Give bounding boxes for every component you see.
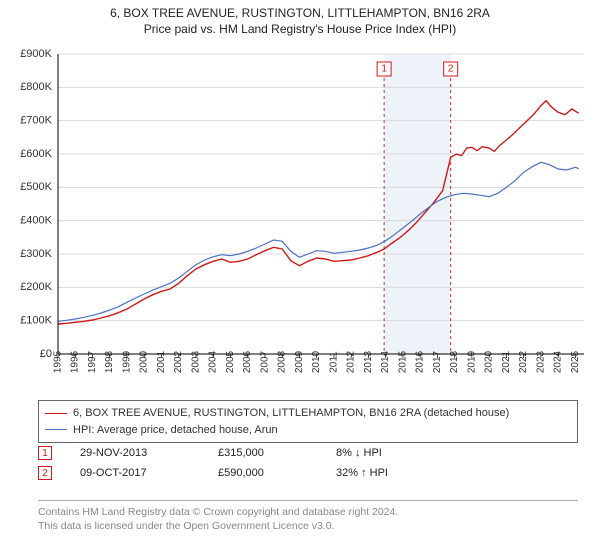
svg-text:£100K: £100K	[20, 315, 52, 327]
event-pct: 32% ↑ HPI	[336, 467, 426, 479]
svg-text:£800K: £800K	[20, 81, 52, 93]
chart-title-block: 6, BOX TREE AVENUE, RUSTINGTON, LITTLEHA…	[0, 0, 600, 36]
legend-label: HPI: Average price, detached house, Arun	[73, 422, 278, 439]
footer-line-2: This data is licensed under the Open Gov…	[38, 519, 578, 533]
line-chart-svg: £0 £100K £200K £300K £400K £500K £600K £700K £80…	[0, 44, 600, 394]
event-price: £590,000	[218, 467, 308, 479]
legend-swatch	[45, 413, 67, 414]
event-marker-icon: 2	[38, 466, 52, 480]
svg-text:£700K: £700K	[20, 115, 52, 127]
event-row: 2 09-OCT-2017 £590,000 32% ↑ HPI	[38, 466, 578, 480]
svg-text:£600K: £600K	[20, 148, 52, 160]
event-date: 29-NOV-2013	[80, 447, 190, 459]
footer-line-1: Contains HM Land Registry data © Crown c…	[38, 505, 578, 519]
event-row: 1 29-NOV-2013 £315,000 8% ↓ HPI	[38, 446, 578, 460]
svg-text:£400K: £400K	[20, 215, 52, 227]
svg-text:£0: £0	[40, 348, 52, 360]
title-line-1: 6, BOX TREE AVENUE, RUSTINGTON, LITTLEHA…	[0, 6, 600, 20]
event-marker-icon: 1	[38, 446, 52, 460]
svg-text:1: 1	[381, 64, 387, 75]
event-price: £315,000	[218, 447, 308, 459]
legend-label: 6, BOX TREE AVENUE, RUSTINGTON, LITTLEHA…	[73, 405, 509, 422]
svg-text:£500K: £500K	[20, 181, 52, 193]
footer-attribution: Contains HM Land Registry data © Crown c…	[38, 500, 578, 533]
event-date: 09-OCT-2017	[80, 467, 190, 479]
legend-row: 6, BOX TREE AVENUE, RUSTINGTON, LITTLEHA…	[45, 405, 571, 422]
svg-text:£900K: £900K	[20, 48, 52, 60]
legend-swatch	[45, 429, 67, 430]
svg-text:2: 2	[448, 64, 454, 75]
svg-text:£300K: £300K	[20, 248, 52, 260]
title-line-2: Price paid vs. HM Land Registry's House …	[0, 22, 600, 36]
legend-box: 6, BOX TREE AVENUE, RUSTINGTON, LITTLEHA…	[38, 400, 578, 443]
chart-area: £0 £100K £200K £300K £400K £500K £600K £700K £80…	[0, 44, 600, 394]
events-table: 1 29-NOV-2013 £315,000 8% ↓ HPI 2 09-OCT…	[38, 446, 578, 486]
svg-text:£200K: £200K	[20, 281, 52, 293]
event-pct: 8% ↓ HPI	[336, 447, 426, 459]
legend-row: HPI: Average price, detached house, Arun	[45, 422, 571, 439]
